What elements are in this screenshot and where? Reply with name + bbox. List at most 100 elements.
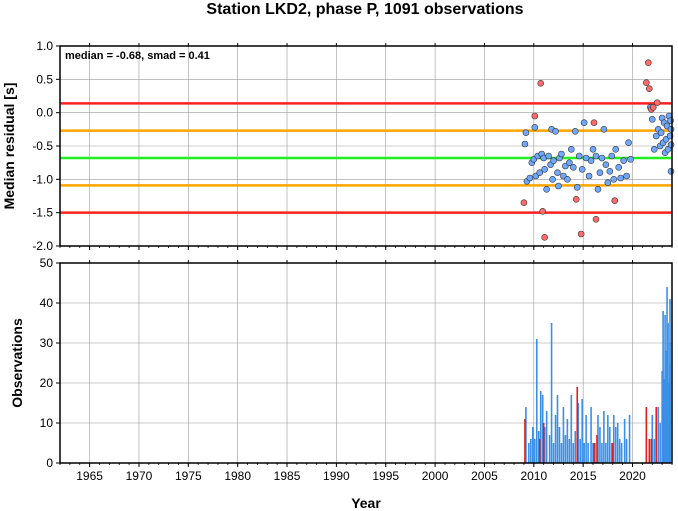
data-point	[608, 152, 616, 160]
data-point	[549, 176, 556, 183]
data-point	[602, 161, 610, 168]
observation-bar	[537, 431, 540, 463]
observation-bar	[653, 439, 656, 463]
data-point	[610, 176, 618, 183]
residual-grid	[56, 43, 673, 250]
observation-bar	[543, 427, 546, 463]
data-point	[580, 119, 588, 126]
observation-bar	[535, 339, 538, 463]
y-tick-label: 50	[40, 256, 54, 270]
data-point	[649, 104, 657, 111]
x-tick-label: 1965	[76, 469, 103, 483]
data-point	[598, 154, 606, 162]
observation-bar	[601, 443, 603, 463]
data-point	[600, 126, 608, 133]
data-point	[585, 172, 593, 180]
observation-bar	[610, 443, 613, 463]
data-point	[596, 169, 604, 176]
y-tick-label: 30	[40, 336, 54, 350]
data-point	[569, 164, 577, 171]
x-tick-label: 2000	[422, 469, 449, 483]
y-tick-label: -0.5	[32, 139, 53, 153]
data-point	[555, 182, 562, 190]
observation-bar	[599, 427, 601, 463]
observation-bar	[532, 427, 534, 463]
observation-bar	[603, 411, 605, 463]
y-tick-label: -1.0	[32, 172, 53, 186]
observation-bar	[528, 443, 530, 463]
y-tick-label: 0.5	[36, 72, 53, 86]
observation-bar	[648, 439, 651, 463]
data-point	[541, 166, 548, 173]
observations-ylabel: Observations	[9, 318, 25, 408]
data-point	[604, 179, 612, 186]
observation-bar	[607, 415, 609, 463]
observation-bar	[558, 427, 561, 463]
data-point	[539, 208, 546, 215]
observation-bar	[579, 439, 581, 463]
data-point	[543, 186, 550, 193]
y-tick-label: 10	[40, 416, 54, 430]
residual-frame	[59, 45, 673, 247]
observation-bar	[616, 423, 619, 463]
observation-bar	[665, 351, 667, 463]
observation-bar	[548, 435, 551, 463]
x-tick-label: 1995	[372, 469, 399, 483]
y-tick-label: 1.0	[36, 39, 53, 53]
observation-bar	[659, 423, 661, 463]
data-point	[537, 80, 545, 87]
observation-bar	[566, 419, 569, 463]
observation-bar	[572, 443, 575, 463]
observation-bar	[552, 443, 555, 463]
observation-bar	[564, 435, 567, 463]
data-point	[611, 197, 619, 204]
x-tick-label: 1985	[274, 469, 301, 483]
data-point	[667, 168, 675, 175]
observation-bar	[587, 443, 589, 463]
data-point	[594, 186, 602, 193]
observation-bar	[560, 443, 563, 463]
y-tick-label: 20	[40, 376, 54, 390]
data-point	[590, 119, 598, 126]
x-tick-label: 1970	[126, 469, 153, 483]
observation-bar	[533, 439, 536, 463]
observation-bar	[609, 427, 611, 463]
observation-bar	[651, 415, 654, 463]
observation-bar	[625, 439, 628, 463]
data-point	[664, 146, 672, 153]
x-tick-label: 2005	[471, 469, 498, 483]
residual-panel: -2.0 -1.5 -1.0 -0.5 0.0 0.5 1.0 median = -0.68…	[1, 39, 675, 253]
data-point	[550, 157, 557, 164]
observation-bar	[596, 435, 598, 463]
observation-bar	[576, 387, 579, 463]
residual-points	[520, 59, 675, 241]
observation-bar	[618, 439, 621, 463]
observation-bar	[668, 383, 670, 463]
data-point	[592, 216, 600, 223]
y-tick-label: 40	[40, 296, 54, 310]
data-point	[652, 132, 660, 140]
observation-bar	[666, 287, 668, 463]
observation-bar	[594, 443, 596, 463]
observation-bar	[542, 423, 545, 463]
data-point	[667, 141, 675, 148]
observation-bar	[620, 443, 623, 463]
observation-bar	[667, 323, 669, 463]
observation-bar	[614, 427, 617, 463]
data-point	[554, 169, 561, 176]
observation-bar	[577, 403, 580, 463]
data-point	[552, 128, 559, 135]
observation-bar	[650, 439, 653, 463]
data-point	[521, 140, 529, 148]
data-point	[531, 112, 539, 120]
x-tick-label: 2010	[520, 469, 547, 483]
x-tick-label: 1980	[224, 469, 251, 483]
observation-bar	[539, 391, 542, 463]
observation-bar	[645, 407, 648, 463]
observation-bar	[593, 443, 595, 463]
residual-ylabel: Median residual [s]	[1, 83, 17, 210]
data-point	[545, 152, 552, 160]
data-point	[617, 174, 624, 182]
data-point	[577, 230, 585, 238]
